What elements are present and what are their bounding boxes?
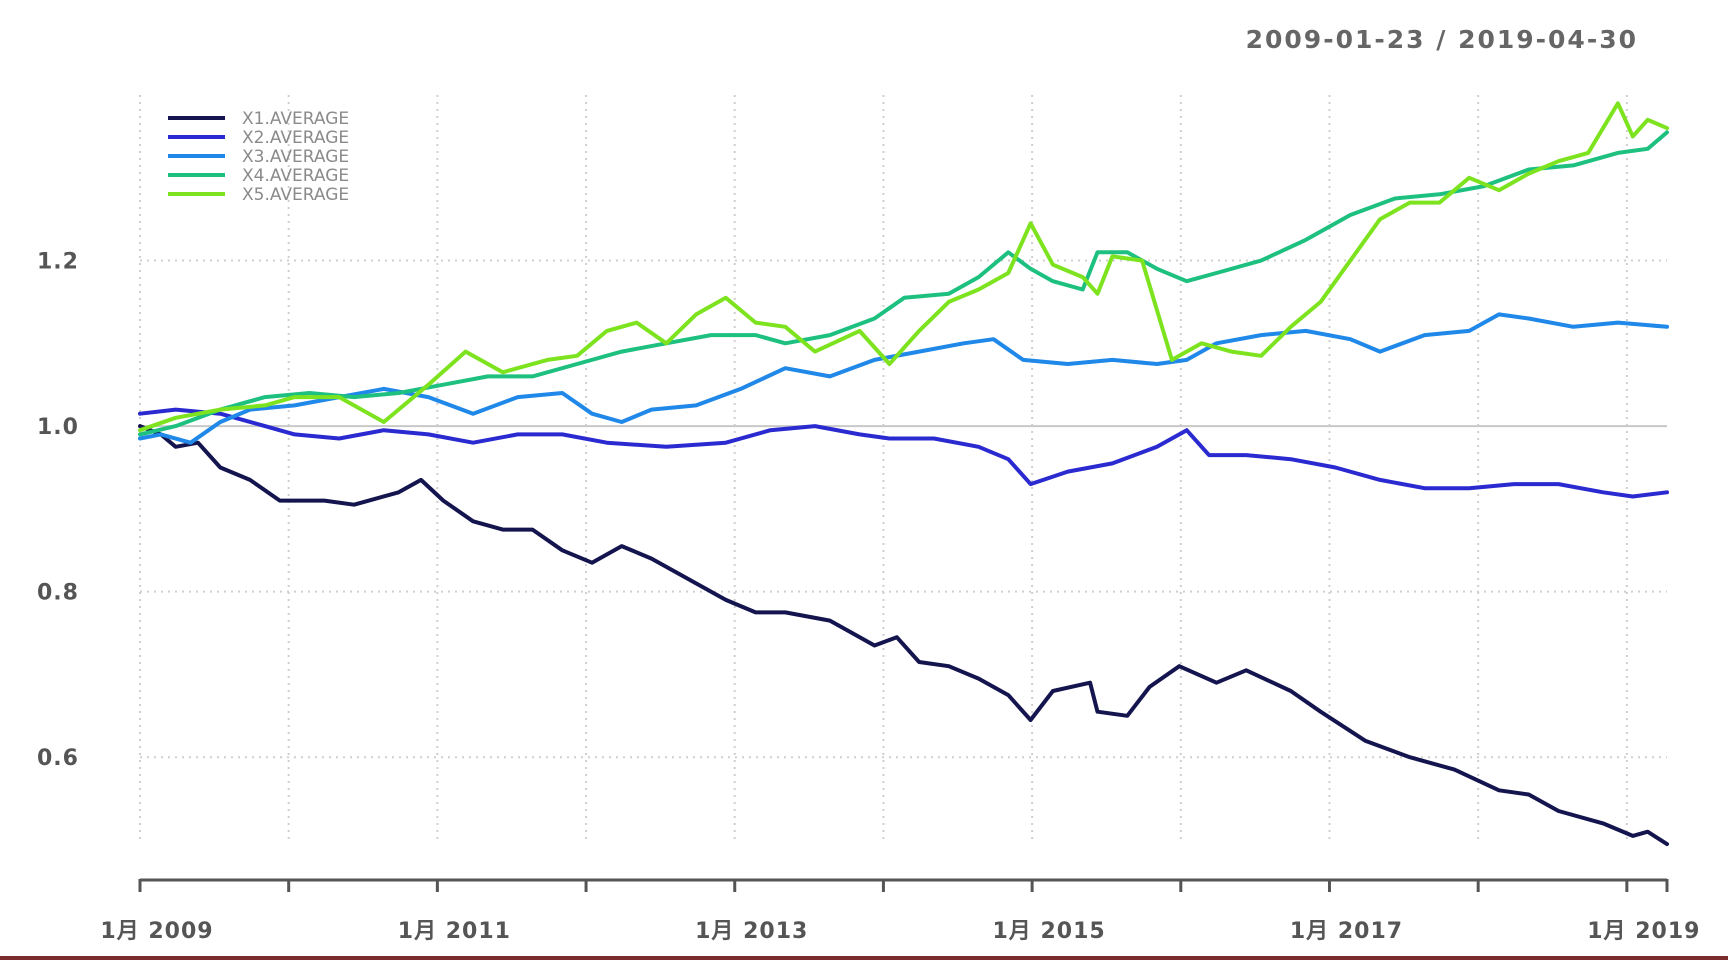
x-tick-label-0: 1月 2009 [100,919,213,944]
legend: X1.AVERAGEX2.AVERAGEX3.AVERAGEX4.AVERAGE… [168,109,349,205]
x-tick-label-1: 1月 2011 [398,919,511,944]
x-tick-label-4: 1月 2017 [1290,919,1403,944]
x-tick-label-3: 1月 2015 [993,919,1106,944]
x-axis [138,878,1669,892]
grid-layer [139,95,1667,840]
series-line-x1 [138,424,1669,847]
legend-label-x5: X5.AVERAGE [242,185,349,205]
legend-label-x3: X3.AVERAGE [242,147,349,167]
series-layer [138,101,1669,847]
y-tick-label-0: 0.6 [37,746,79,771]
x-tick-label-2: 1月 2013 [695,919,808,944]
legend-label-x4: X4.AVERAGE [242,166,349,186]
series-line-x4 [138,130,1669,437]
date-range-label: 2009-01-23 / 2019-04-30 [1246,25,1638,54]
legend-label-x1: X1.AVERAGE [242,109,349,129]
y-axis-labels: 0.6 0.8 1.0 1.2 [37,250,79,772]
y-tick-label-2: 1.0 [37,415,79,440]
y-tick-label-1: 0.8 [37,581,79,606]
x-axis-labels: 1月 2009 1月 2011 1月 2013 1月 2015 1月 2017 1月 20… [100,919,1700,944]
y-tick-label-3: 1.2 [37,250,79,275]
series-line-x5 [138,101,1669,433]
legend-label-x2: X2.AVERAGE [242,128,349,148]
series-line-x3 [138,312,1669,445]
bottom-border [0,956,1728,960]
series-line-x2 [138,407,1669,499]
x-tick-label-5: 1月 2019 [1587,919,1700,944]
